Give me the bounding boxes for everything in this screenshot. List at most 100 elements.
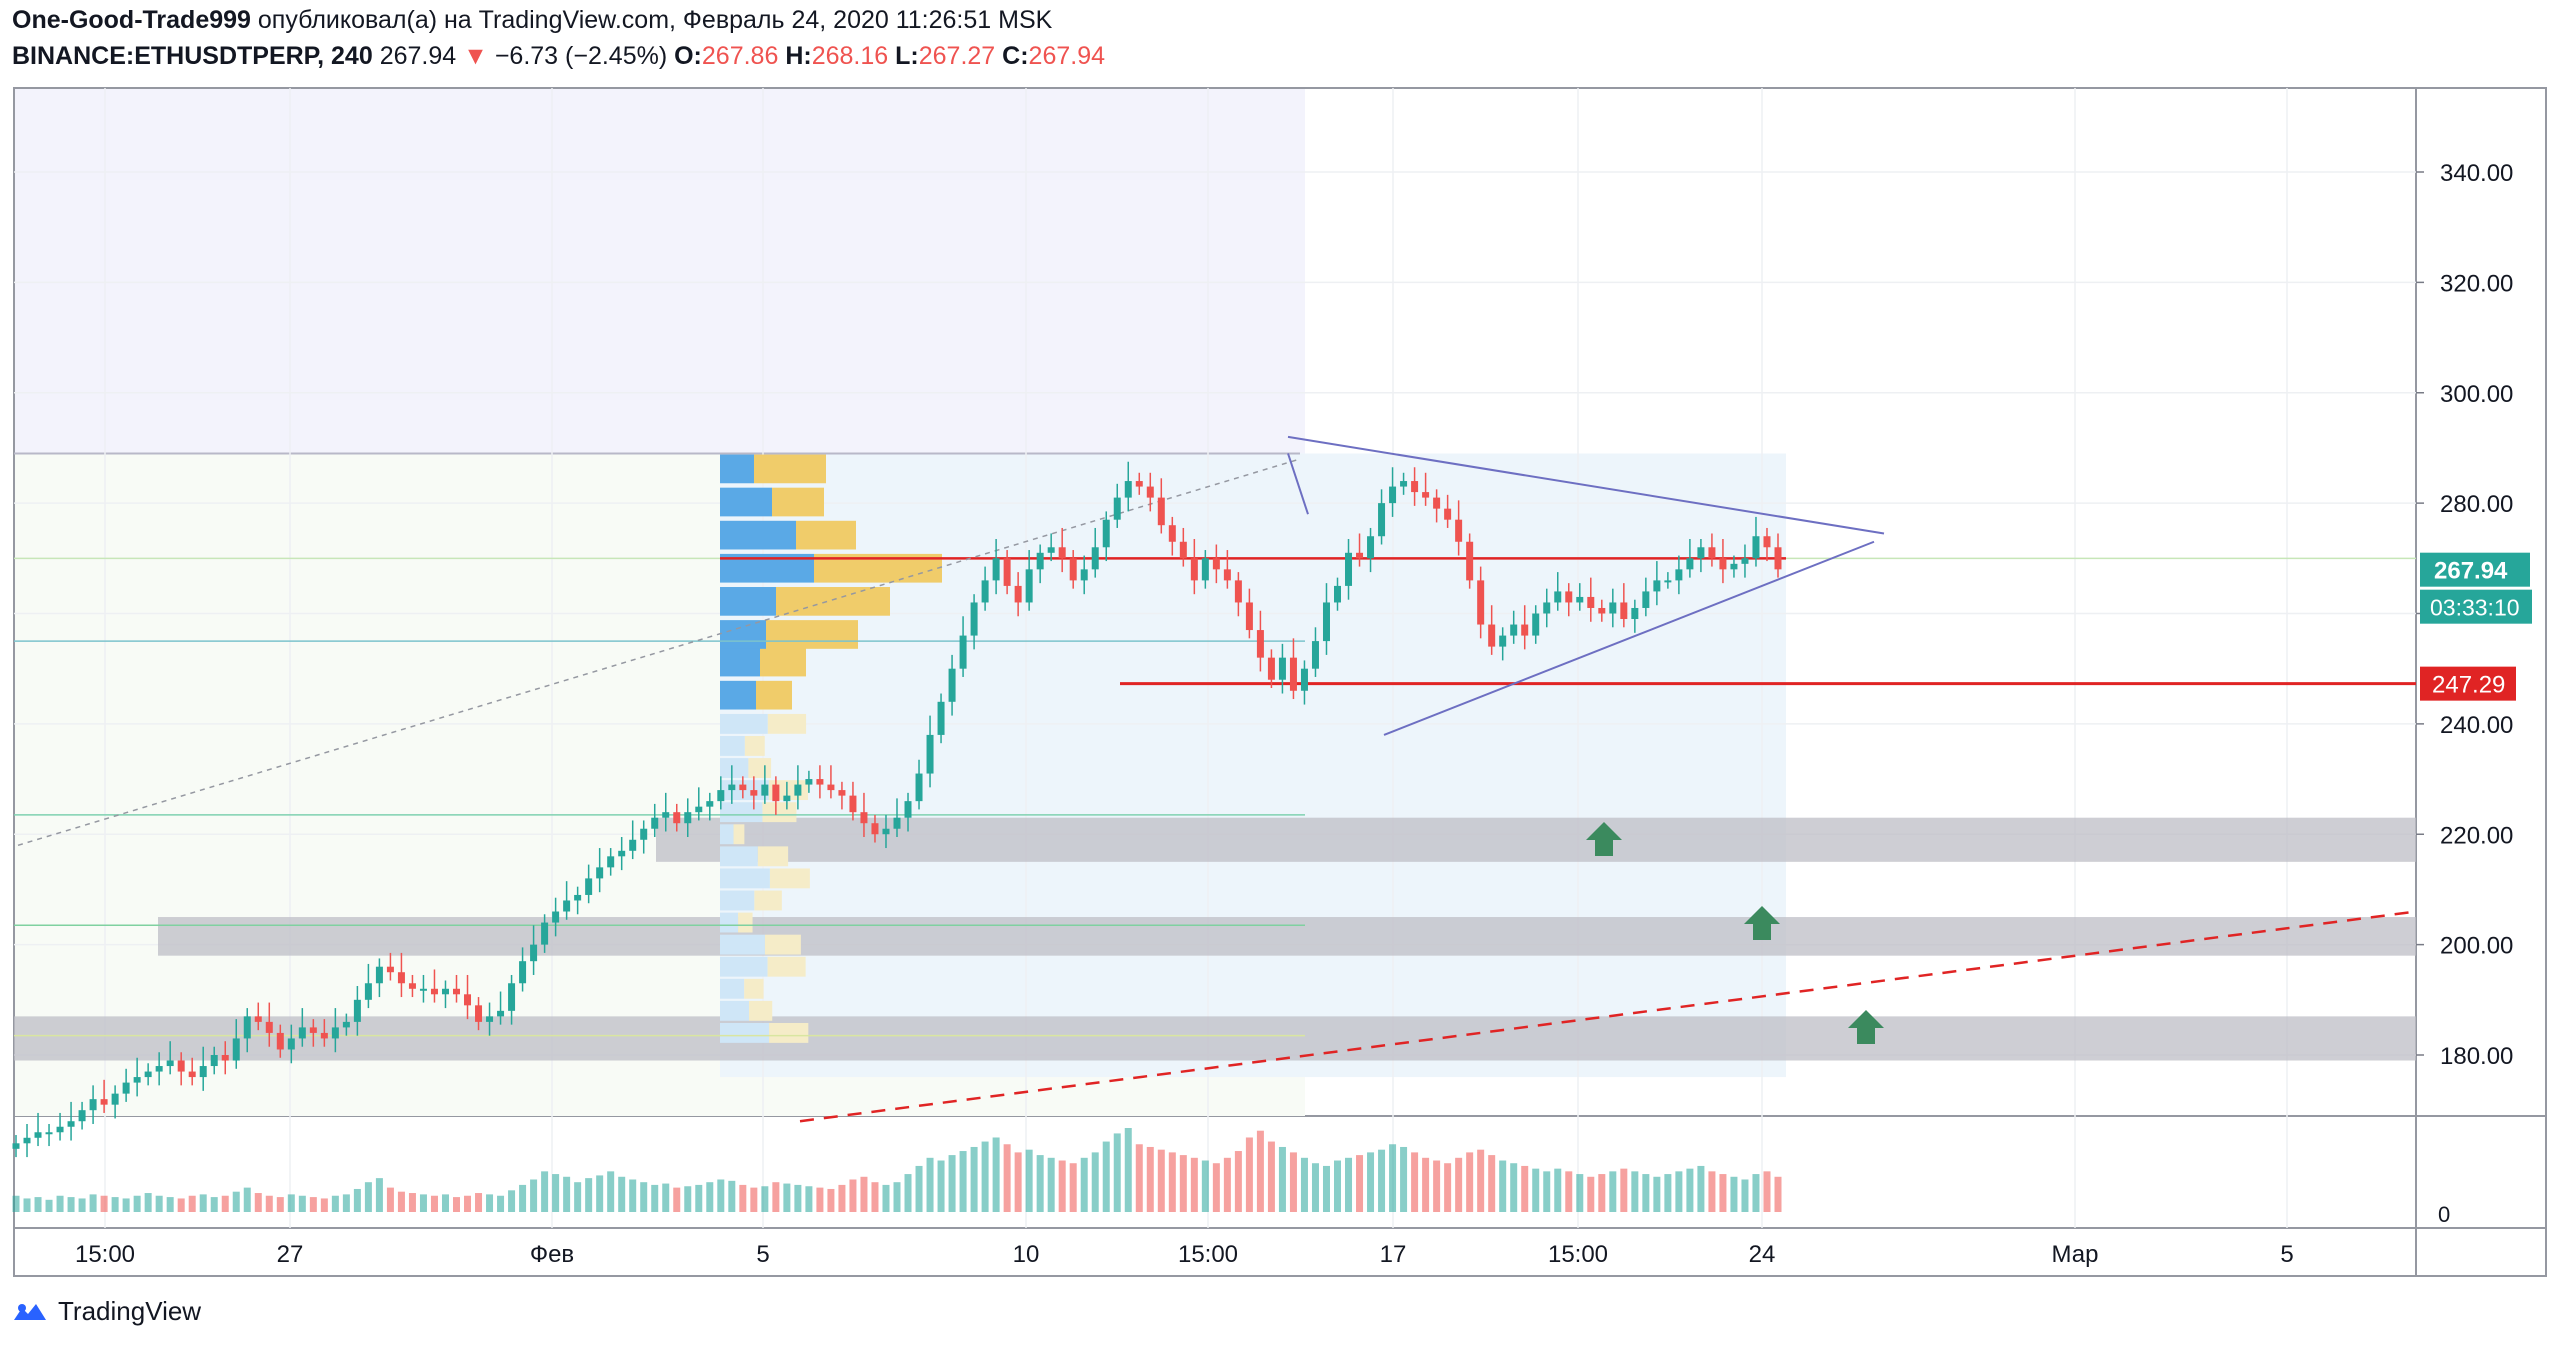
candle-body	[486, 1016, 494, 1022]
candle-body	[221, 1055, 229, 1061]
candle-body	[133, 1077, 141, 1083]
volume-bar	[232, 1191, 240, 1212]
candle-body	[1113, 497, 1121, 520]
volume-bar	[166, 1197, 174, 1212]
symbol-label[interactable]: BINANCE:ETHUSDTPERP, 240	[12, 42, 373, 70]
volume-profile-faint-bar	[738, 912, 753, 933]
volume-bar	[1697, 1165, 1705, 1212]
candle-body	[78, 1110, 86, 1122]
volume-bar	[298, 1195, 306, 1212]
volume-bar	[574, 1182, 582, 1212]
candle-body	[816, 779, 824, 785]
candle-body	[1080, 569, 1088, 581]
candle-body	[1675, 569, 1683, 581]
volume-bar	[1422, 1157, 1430, 1212]
volume-bar	[1146, 1146, 1154, 1212]
candle-body	[882, 828, 890, 835]
volume-bar	[67, 1197, 75, 1212]
volume-bar	[1499, 1160, 1507, 1212]
current-price-label: 267.94	[2434, 558, 2508, 585]
candle-body	[662, 812, 670, 818]
volume-bar	[34, 1197, 42, 1212]
volume-bar	[475, 1193, 483, 1212]
volume-bar	[695, 1184, 703, 1212]
candle-body	[353, 999, 361, 1022]
candle-body	[243, 1016, 251, 1039]
candle-body	[166, 1060, 174, 1067]
candle-body	[915, 773, 923, 802]
tradingview-brand[interactable]: TradingView	[12, 1296, 201, 1327]
volume-bar	[177, 1198, 185, 1212]
candle-body	[629, 839, 637, 851]
candle-body	[1631, 607, 1639, 620]
volume-bar	[937, 1160, 945, 1212]
arrow-up-icon	[1848, 1010, 1884, 1044]
candle-body	[298, 1027, 306, 1039]
volume-bar	[684, 1186, 692, 1212]
volume-bar	[1609, 1171, 1617, 1212]
candle-body	[1102, 519, 1110, 548]
candle-body	[706, 801, 714, 807]
volume-bar	[1411, 1152, 1419, 1212]
volume-bar	[1378, 1149, 1386, 1212]
candle-body	[530, 944, 538, 962]
volume-bar	[882, 1184, 890, 1212]
volume-bar	[1289, 1152, 1297, 1212]
volume-bar	[375, 1178, 383, 1212]
candle-body	[673, 812, 681, 824]
candle-body	[1014, 585, 1022, 603]
candle-body	[1256, 630, 1264, 658]
time-tick-label: 17	[1380, 1241, 1407, 1268]
volume-bar	[1587, 1176, 1595, 1212]
volume-bar	[1102, 1141, 1110, 1212]
candle-body	[948, 668, 956, 702]
volume-profile-faint-bar	[720, 934, 765, 955]
volume-bar	[199, 1194, 207, 1212]
chart-border	[13, 87, 2547, 1277]
price-tick-label: 280.00	[2440, 491, 2513, 518]
volume-bar	[761, 1186, 769, 1212]
time-tick-label: Фев	[530, 1241, 574, 1268]
volume-bar	[816, 1187, 824, 1212]
candle-body	[739, 784, 747, 791]
volume-bar	[441, 1194, 449, 1212]
time-tick-label: 15:00	[1178, 1241, 1238, 1268]
candle-body	[717, 790, 725, 802]
candle-body	[1741, 558, 1749, 564]
triangle-lower-line	[1383, 540, 1875, 736]
candle-body	[970, 602, 978, 636]
volume-profile-down-bar	[754, 454, 826, 484]
candle-body	[1334, 585, 1341, 603]
time-tick-label: 15:00	[1548, 1241, 1608, 1268]
volume-bar	[607, 1171, 615, 1212]
volume-profile-down-bar	[772, 487, 824, 517]
author-name[interactable]: One-Good-Trade999	[12, 6, 251, 34]
candle-body	[1245, 602, 1253, 631]
candle-body	[155, 1066, 163, 1072]
candle-body	[1609, 602, 1617, 614]
candle-body	[563, 900, 571, 912]
volume-bar	[1763, 1171, 1771, 1212]
candle-body	[199, 1066, 207, 1078]
volume-bar	[739, 1184, 747, 1212]
price-tick-label: 300.00	[2440, 381, 2513, 408]
volume-bar	[1036, 1155, 1044, 1212]
candle-body	[1234, 580, 1242, 603]
candle-body	[827, 784, 835, 791]
countdown-badge	[2420, 589, 2532, 624]
candle-body	[464, 994, 472, 1006]
candle-body	[772, 784, 780, 802]
volume-bar	[486, 1194, 494, 1212]
candle-body	[1201, 558, 1209, 581]
volume-bar	[1664, 1174, 1672, 1212]
volume-bar	[794, 1184, 802, 1212]
candle-body	[1036, 552, 1044, 570]
candle-body	[254, 1016, 262, 1022]
grey-dashed-trendline	[17, 458, 1301, 847]
volume-bar	[1058, 1160, 1066, 1212]
candle-body	[45, 1132, 53, 1135]
volume-bar	[1455, 1157, 1463, 1212]
volume-bar	[386, 1187, 394, 1212]
candle-body	[1322, 602, 1330, 642]
